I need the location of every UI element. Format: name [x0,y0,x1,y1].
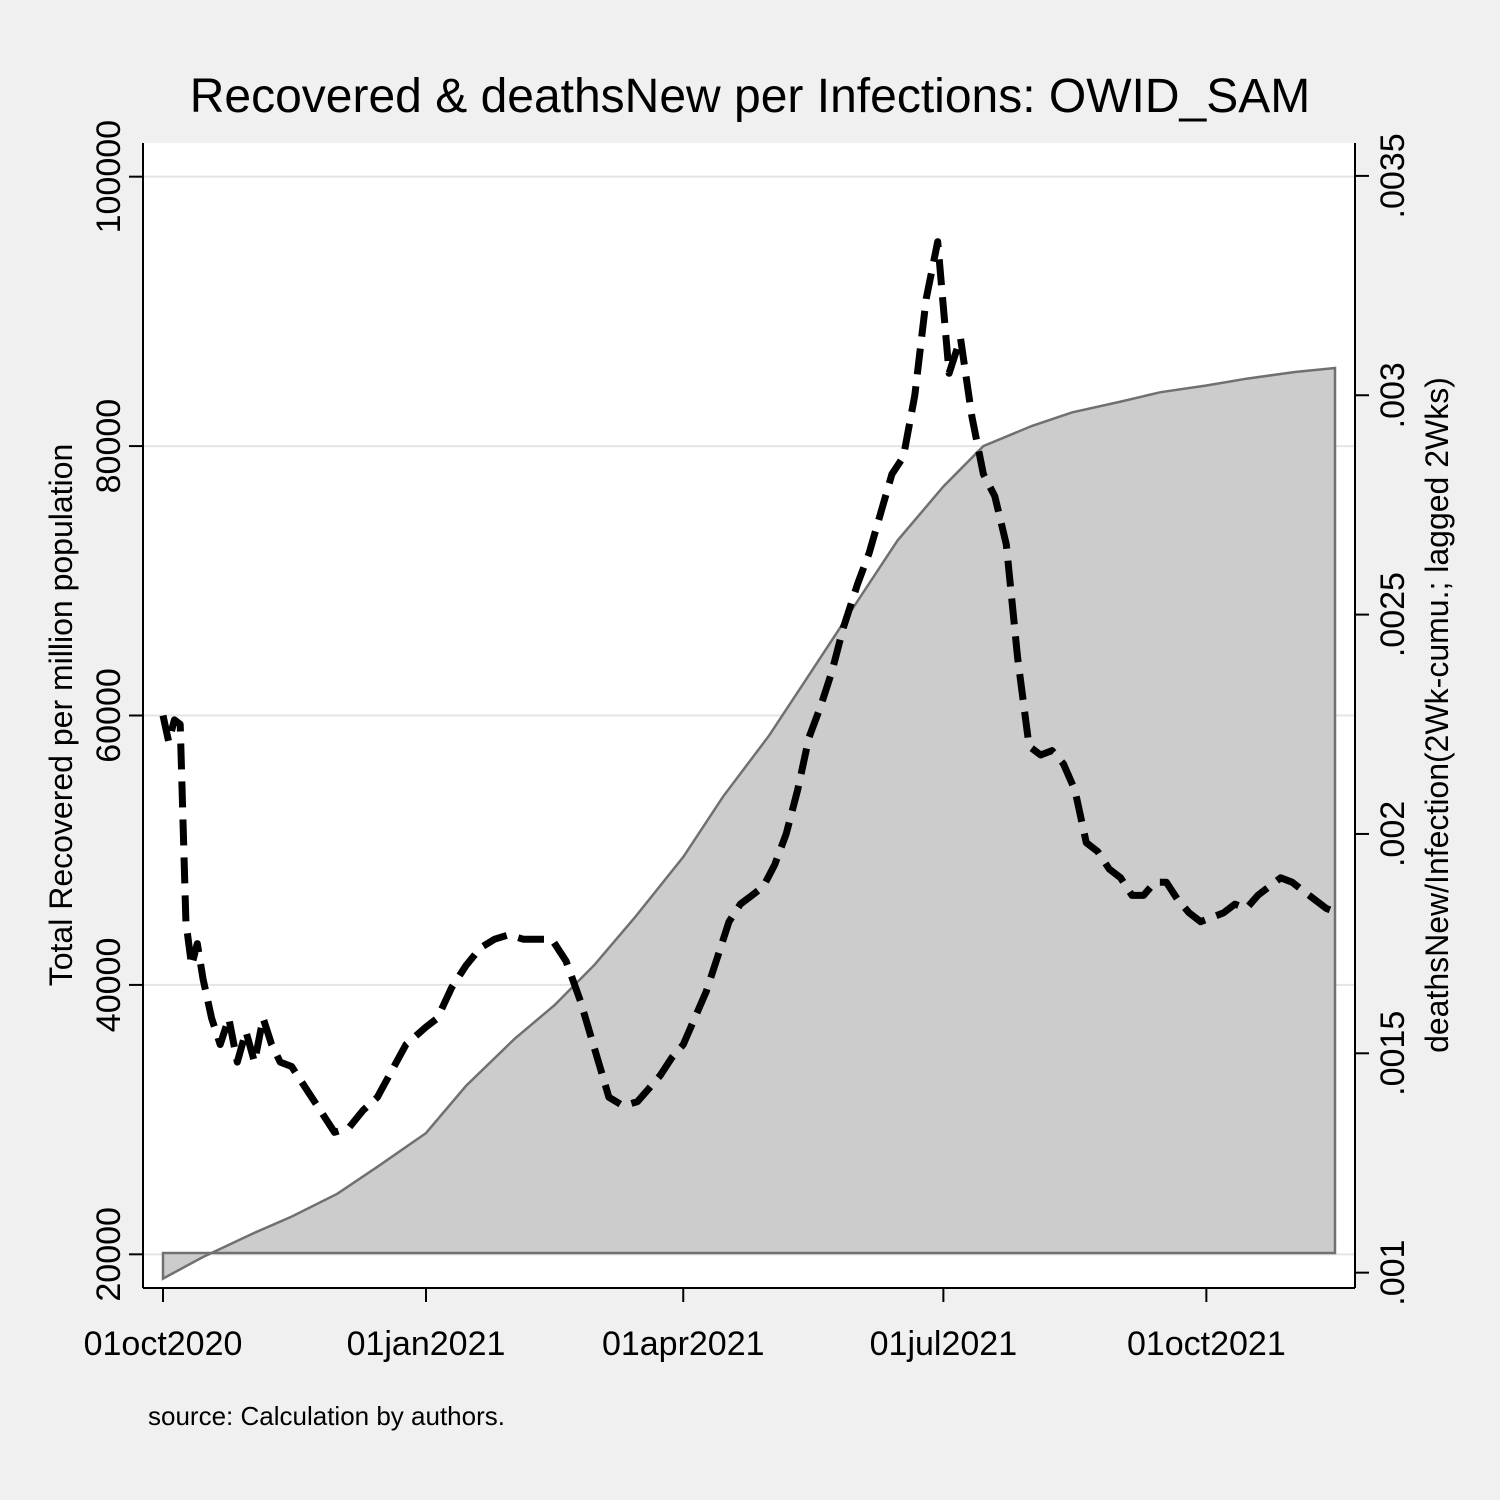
y-left-axis-title: Total Recovered per million population [43,444,79,987]
dashed-line-series [159,238,1340,1136]
y-right-tick-label: .002 [1374,801,1412,867]
x-tick-label: 01jul2021 [870,1325,1017,1363]
y-right-tick-label: .0025 [1374,572,1412,657]
y-right-tick-label: .0015 [1374,1011,1412,1096]
y-right-tick-label: .0035 [1374,133,1412,218]
ratio-line [159,238,1340,1136]
x-tick-label: 01jan2021 [347,1325,506,1363]
y-right-tick-label: .003 [1374,362,1412,428]
chart-title: Recovered & deathsNew per Infections: OW… [190,70,1310,123]
source-note: source: Calculation by authors. [148,1401,505,1431]
tick-labels: 20000 40000 60000 80000 100000 .001 .0015 .002.… [84,120,1412,1363]
y-left-tick-label: 80000 [90,399,128,494]
x-tick-label: 01oct2020 [84,1325,243,1363]
x-tick-label: 01apr2021 [602,1325,765,1363]
y-left-tick-label: 60000 [90,668,128,763]
y-right-axis-title: deathsNew/Infection(2Wk-cumu.; lagged 2W… [1419,377,1455,1053]
y-left-tick-label: 20000 [90,1207,128,1302]
x-tick-label: 01oct2021 [1127,1325,1286,1363]
y-left-tick-label: 40000 [90,938,128,1033]
area-fill [161,366,1337,1281]
y-left-tick-label: 100000 [90,120,128,233]
area-series [161,366,1337,1281]
axes [129,143,1369,1302]
y-right-tick-label: .001 [1374,1240,1412,1306]
